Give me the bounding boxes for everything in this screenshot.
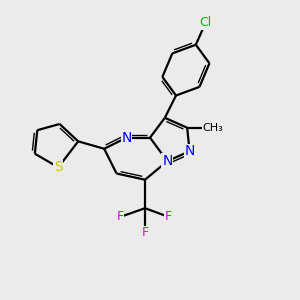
Text: N: N — [184, 144, 195, 158]
Text: S: S — [54, 160, 63, 174]
Text: F: F — [165, 210, 172, 224]
Text: N: N — [162, 154, 172, 168]
Text: F: F — [142, 226, 148, 239]
Text: Cl: Cl — [200, 16, 212, 29]
Text: F: F — [117, 210, 124, 224]
Text: CH₃: CH₃ — [203, 123, 224, 133]
Text: N: N — [121, 130, 132, 145]
